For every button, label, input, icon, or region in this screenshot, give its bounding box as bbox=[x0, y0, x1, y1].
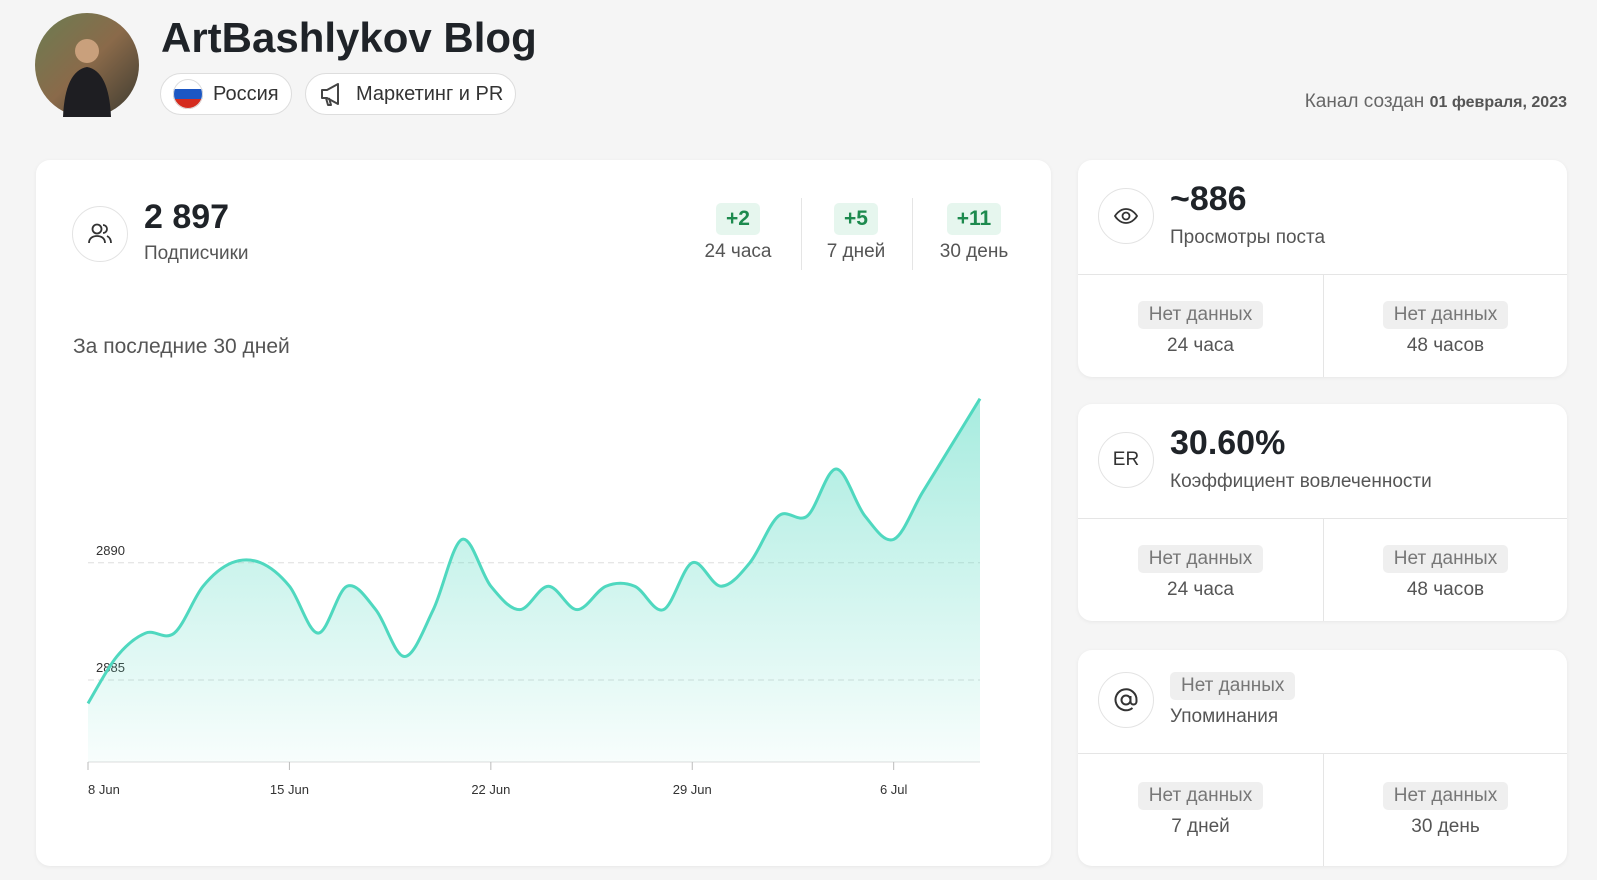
delta-value: +5 bbox=[834, 203, 878, 235]
delta: +11 30 день bbox=[924, 203, 1024, 263]
stat-cell: Нет данных 30 день bbox=[1323, 782, 1568, 838]
cell-label: 24 часа bbox=[1167, 335, 1234, 356]
x-tick-label: 15 Jun bbox=[270, 782, 309, 797]
cell-label: 7 дней bbox=[1171, 816, 1230, 837]
eye-icon bbox=[1098, 188, 1154, 244]
chart-title: За последние 30 дней bbox=[73, 335, 290, 358]
x-tick-label: 6 Jul bbox=[880, 782, 908, 797]
y-tick-label: 2890 bbox=[96, 543, 125, 558]
delta: +2 24 часа bbox=[688, 203, 788, 263]
views-value: ~886 bbox=[1170, 180, 1247, 218]
cell-value: Нет данных bbox=[1382, 545, 1509, 573]
views-label: Просмотры поста bbox=[1170, 227, 1326, 248]
delta-label: 7 дней bbox=[826, 241, 886, 262]
er-icon: ER bbox=[1098, 432, 1154, 488]
avatar bbox=[35, 13, 139, 117]
stat-cell: Нет данных 7 дней bbox=[1078, 782, 1323, 838]
delta-label: 30 день bbox=[939, 241, 1009, 262]
er-value: 30.60% bbox=[1170, 424, 1286, 462]
stat-cell: Нет данных 48 часов bbox=[1323, 545, 1568, 601]
channel-title: ArtBashlykov Blog bbox=[161, 14, 537, 61]
cell-value: Нет данных bbox=[1137, 782, 1264, 810]
tag-text: Россия bbox=[213, 82, 279, 105]
cell-label: 48 часов bbox=[1406, 579, 1485, 600]
created-label: Канал создан bbox=[1304, 91, 1425, 112]
tag-text: Маркетинг и PR bbox=[356, 82, 504, 105]
er-card: ER 30.60% Коэффициент вовлеченности Нет … bbox=[1078, 404, 1567, 621]
views-card: ~886 Просмотры поста Нет данных 24 часа Н… bbox=[1078, 160, 1567, 377]
area-fill bbox=[88, 398, 980, 762]
cell-label: 30 день bbox=[1411, 816, 1480, 837]
mentions-card: Нет данных Упоминания Нет данных 7 дней Н… bbox=[1078, 650, 1567, 866]
stat-cell: Нет данных 24 часа bbox=[1078, 301, 1323, 357]
area-line bbox=[86, 397, 982, 705]
mentions-value-wrap: Нет данных bbox=[1170, 672, 1296, 700]
x-tick-label: 8 Jun bbox=[88, 782, 120, 797]
users-icon bbox=[72, 206, 128, 262]
stat-cell: Нет данных 48 часов bbox=[1323, 301, 1568, 357]
delta-value: +11 bbox=[946, 203, 1002, 235]
flag bbox=[173, 79, 203, 109]
y-tick-bg bbox=[92, 542, 128, 559]
subscribers-label: Подписчики bbox=[144, 243, 249, 264]
delta-label: 24 часа bbox=[704, 241, 772, 262]
mentions-value: Нет данных bbox=[1170, 672, 1296, 700]
cell-label: 48 часов bbox=[1406, 335, 1485, 356]
mentions-label: Упоминания bbox=[1170, 706, 1279, 727]
category-tag[interactable]: Маркетинг и PR bbox=[305, 73, 517, 115]
created: Канал создан 01 февраля, 2023 bbox=[1305, 91, 1567, 113]
cell-label: 24 часа bbox=[1167, 579, 1234, 600]
er-label: Коэффициент вовлеченности bbox=[1170, 471, 1432, 492]
delta-value: +2 bbox=[716, 203, 760, 235]
cell-value: Нет данных bbox=[1137, 545, 1264, 573]
country-tag[interactable]: Россия bbox=[160, 73, 292, 115]
delta: +5 7 дней bbox=[806, 203, 906, 263]
at-icon bbox=[1098, 672, 1154, 728]
megaphone-icon bbox=[321, 83, 339, 106]
x-tick-label: 29 Jun bbox=[673, 782, 712, 797]
cell-value: Нет данных bbox=[1382, 782, 1509, 810]
subscribers-value: 2 897 bbox=[144, 198, 230, 236]
x-tick-label: 22 Jun bbox=[471, 782, 510, 797]
created-date: 01 февраля, 2023 bbox=[1429, 94, 1567, 111]
stat-cell: Нет данных 24 часа bbox=[1078, 545, 1323, 601]
cell-value: Нет данных bbox=[1382, 301, 1509, 329]
cell-value: Нет данных bbox=[1137, 301, 1264, 329]
